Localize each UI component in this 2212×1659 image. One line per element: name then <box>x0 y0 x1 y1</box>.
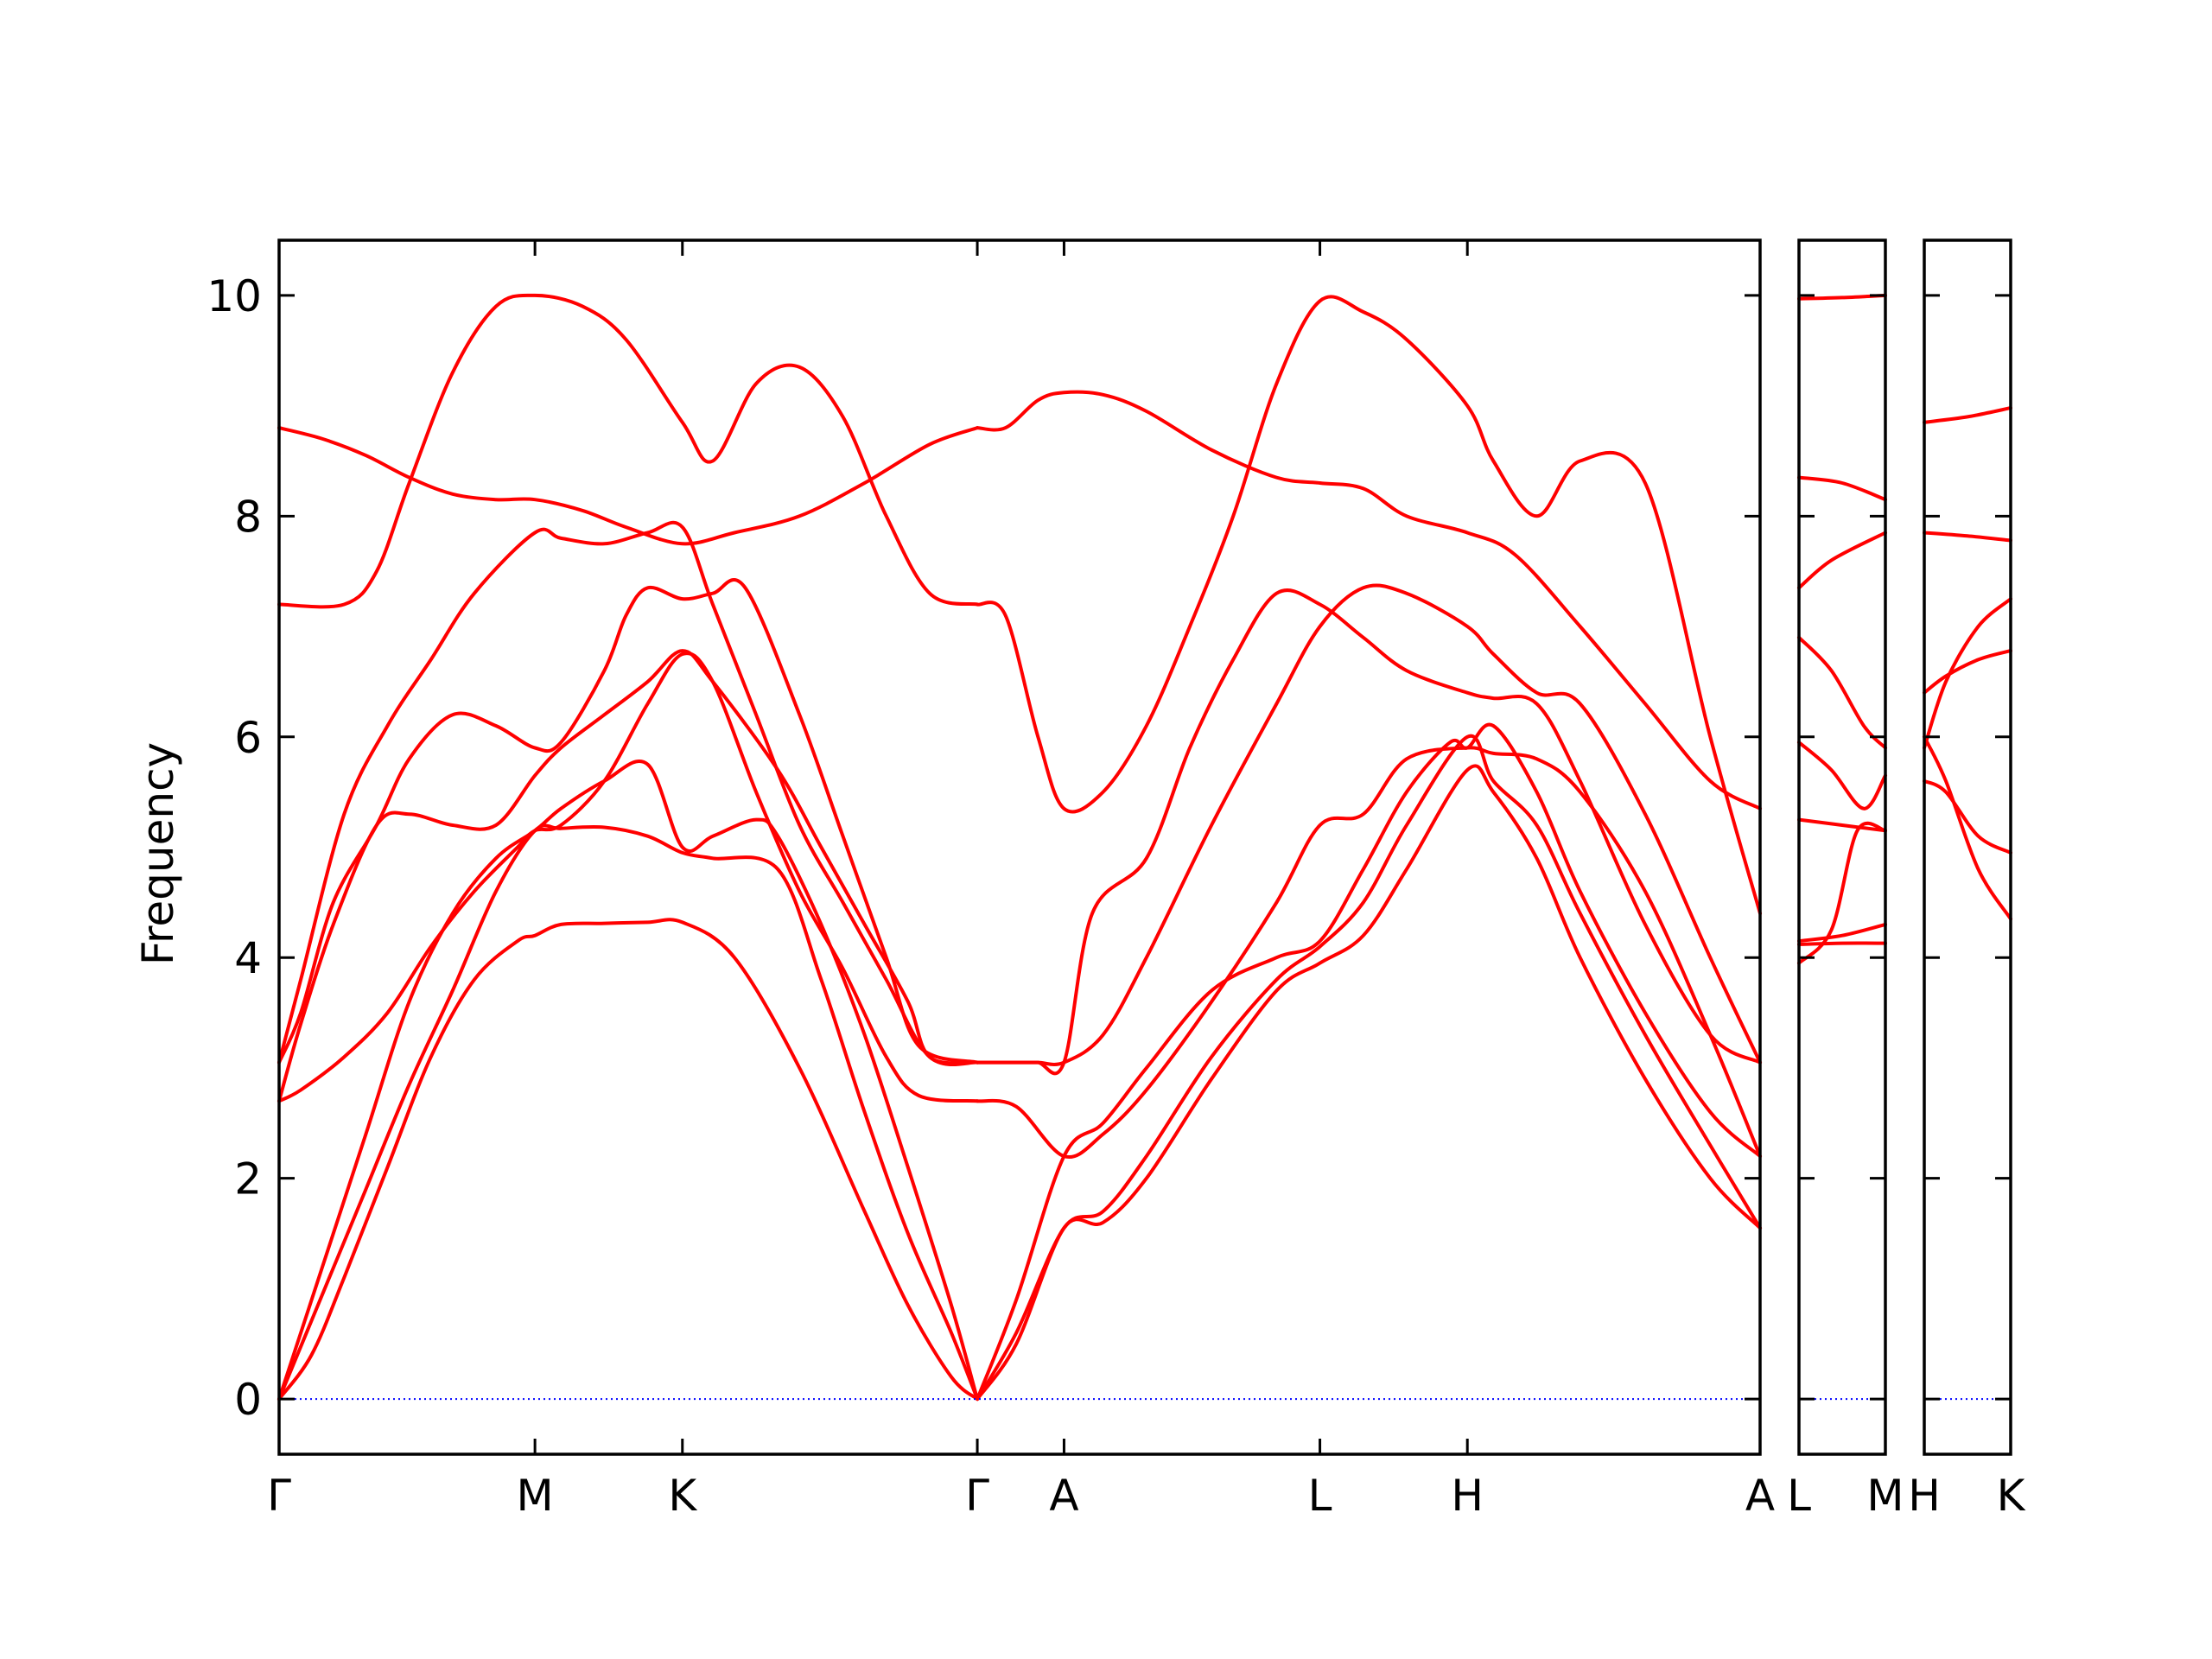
y-tick-label: 8 <box>234 492 262 542</box>
band-line-31 <box>1923 779 2012 855</box>
band-line-22 <box>1797 741 1887 810</box>
band-line-6 <box>277 578 980 1065</box>
band-line-8 <box>277 426 980 546</box>
band-line-20 <box>1797 531 1887 590</box>
band-line-4 <box>277 652 980 1103</box>
band-line-23 <box>1797 817 1887 833</box>
x-tick-label: A <box>1049 1471 1078 1521</box>
y-tick-label: 0 <box>234 1375 262 1425</box>
band-curves <box>277 293 2012 1402</box>
band-line-25 <box>1797 922 1887 944</box>
y-tick-label: 2 <box>234 1154 262 1205</box>
panel-frame-1 <box>277 238 1762 1456</box>
band-line-32 <box>1923 734 2012 921</box>
x-tick-label: M <box>517 1471 554 1521</box>
x-tick-label: L <box>1308 1471 1332 1521</box>
x-tick-label: Γ <box>965 1471 989 1521</box>
band-line-3 <box>277 759 980 1402</box>
y-tick-label: 6 <box>234 713 262 763</box>
x-tick-label: L <box>1787 1471 1811 1521</box>
panel-frame-2 <box>1797 238 1887 1456</box>
band-line-9 <box>277 293 980 609</box>
band-line-2 <box>277 823 980 1402</box>
band-line-1 <box>277 918 980 1402</box>
band-line-17 <box>976 764 1762 1402</box>
x-tick-label: M <box>1866 1471 1904 1521</box>
x-tick-label: H <box>1451 1471 1484 1521</box>
x-tick-label: H <box>1908 1471 1941 1521</box>
x-tick-label: K <box>1997 1471 2026 1521</box>
band-line-16 <box>976 734 1762 1402</box>
y-axis-label: Frequency <box>133 742 183 965</box>
band-line-30 <box>1923 649 2012 695</box>
band-line-7 <box>277 520 980 1066</box>
y-tick-label: 4 <box>234 933 262 983</box>
band-line-15 <box>976 722 1762 1402</box>
band-line-14 <box>976 746 1762 1160</box>
band-line-24 <box>1797 821 1887 965</box>
band-line-21 <box>1797 635 1887 750</box>
x-tick-label: K <box>668 1471 697 1521</box>
band-line-13 <box>976 588 1762 1076</box>
band-line-29 <box>1923 597 2012 750</box>
band-line-19 <box>1797 475 1887 502</box>
x-tick-label: A <box>1745 1471 1775 1521</box>
panel-frames <box>277 238 2012 1456</box>
band-line-28 <box>1923 531 2012 543</box>
x-tick-label: Γ <box>267 1471 291 1521</box>
band-line-10 <box>976 390 1762 810</box>
band-line-5 <box>277 649 980 1103</box>
y-tick-label: 10 <box>207 271 262 321</box>
band-line-27 <box>1923 406 2012 424</box>
band-line-11 <box>976 295 1762 916</box>
panel-frame-3 <box>1923 238 2012 1456</box>
axis-ticks <box>277 240 2012 1454</box>
band-line-12 <box>976 583 1762 1066</box>
